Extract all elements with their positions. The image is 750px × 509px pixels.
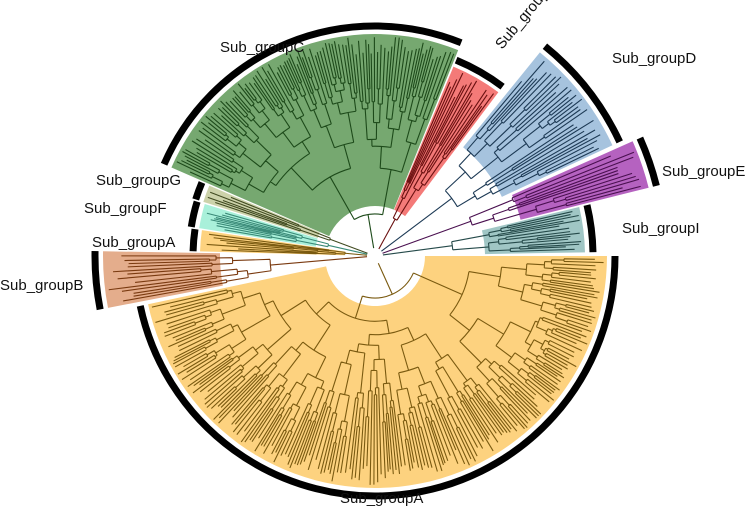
group-arc-i [583,204,597,253]
branches-i [382,211,582,256]
label-sub-group-h: Sub_groupH [492,0,559,53]
label-sub-group-i: Sub_groupI [622,220,700,237]
label-sub-group-b: Sub_groupB [0,277,83,294]
branches-f [206,212,368,255]
branches-c [176,37,455,249]
label-sub-group-c: Sub_groupC [220,39,304,56]
group-arc-c [160,22,463,166]
label-sub-group-g: Sub_groupG [96,172,181,189]
branches-g [207,191,368,254]
branches-d [381,60,601,252]
wedge-a_main [148,256,607,488]
group-arc-a_main [136,255,619,500]
branches-h [378,72,494,250]
group-arc-a_small [189,228,199,252]
label-sub-group-f: Sub_groupF [84,200,167,217]
branches-e [382,151,641,254]
branches-b [108,255,368,302]
label-sub-group-a-small: Sub_groupA [92,234,175,251]
label-sub-group-a-main: Sub_groupA [340,490,423,507]
group-arc-g [192,181,206,201]
branches-a_small [206,233,368,256]
branches-a_main [151,258,604,485]
group-arc-e [636,136,660,187]
label-sub-group-d: Sub_groupD [612,50,696,67]
group-arc-h [454,56,505,90]
group-arc-f [187,200,201,228]
group-arc-d [542,43,623,144]
label-sub-group-e: Sub_groupE [662,163,745,180]
group-arc-b [91,251,104,311]
